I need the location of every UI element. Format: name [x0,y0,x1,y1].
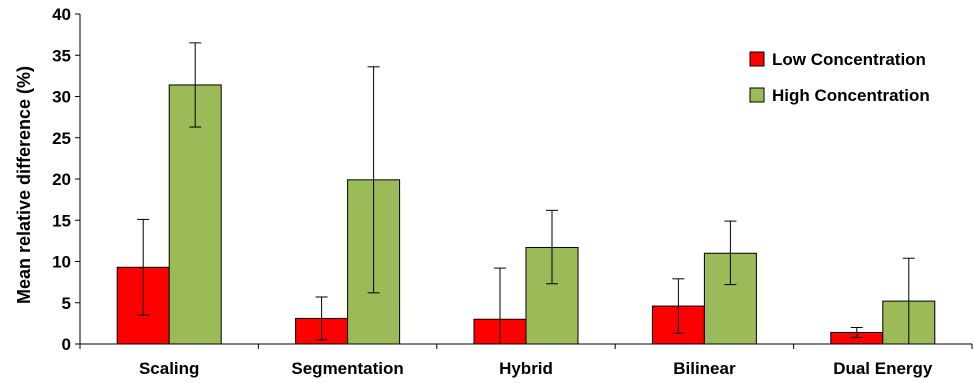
error-bar [137,218,150,316]
error-bar [315,296,328,341]
legend-swatch [749,87,765,103]
y-tick-label: 10 [52,253,71,272]
y-tick-label: 35 [52,46,71,65]
y-tick-label: 30 [52,88,71,107]
x-category-label: Hybrid [499,359,553,378]
error-bar [672,278,685,334]
y-tick-label: 25 [52,129,71,148]
y-tick-label: 0 [62,335,71,354]
y-tick-label: 20 [52,170,71,189]
x-category-label: Scaling [139,359,199,378]
y-tick-label: 5 [62,294,71,313]
legend: Low Concentration High Concentration [749,50,930,105]
error-bar [367,66,380,294]
error-bar [850,327,863,338]
y-axis-title: Mean relative difference (%) [14,66,34,304]
bars [116,84,936,345]
x-category-label: Bilinear [673,359,736,378]
x-axis: Scaling Segmentation Hybrid Bilinear Dual En… [79,343,973,378]
y-tick-label: 40 [52,5,71,24]
bar-high-concentration [168,84,222,345]
error-bar [189,42,202,128]
y-tick-label: 15 [52,211,71,230]
legend-label: High Concentration [772,86,930,105]
x-category-label: Dual Energy [833,359,933,378]
legend-label: Low Concentration [772,50,926,69]
error-bar [724,220,737,286]
error-bars [137,42,915,345]
error-bar [546,209,558,285]
legend-swatch [749,51,765,67]
y-axis: 0 5 10 15 20 25 30 35 40 [52,5,81,354]
x-category-label: Segmentation [291,359,403,378]
